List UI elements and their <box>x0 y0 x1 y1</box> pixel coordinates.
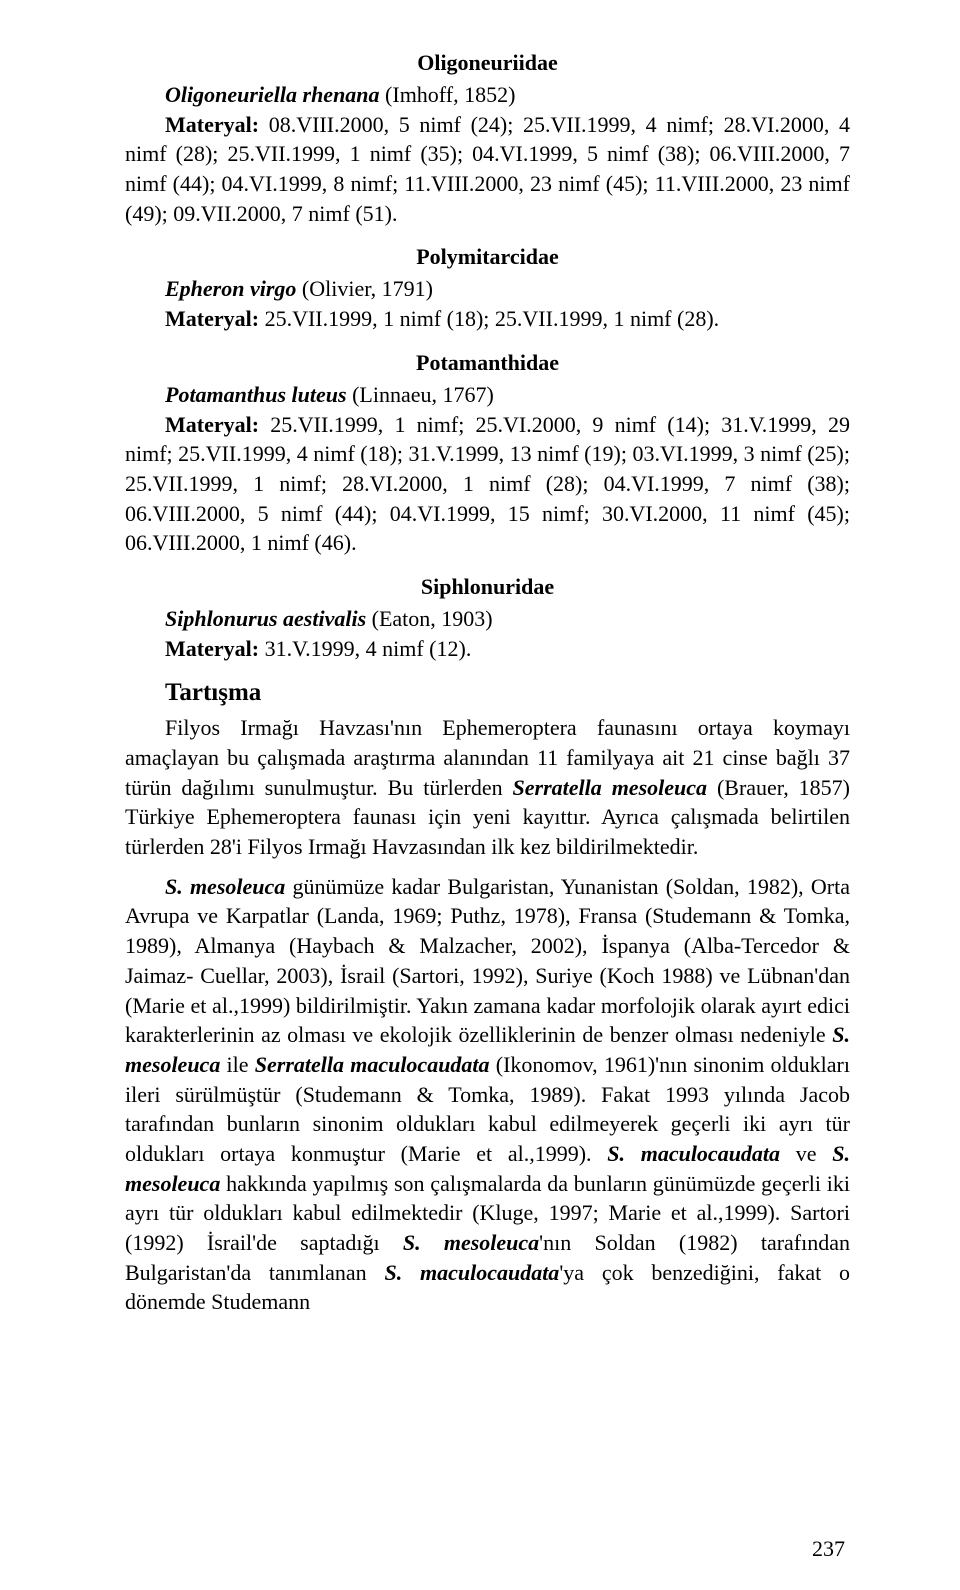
material-polymitarcidae: Materyal: 25.VII.1999, 1 nimf (18); 25.V… <box>125 304 850 334</box>
species-authority: (Imhoff, 1852) <box>385 82 515 107</box>
material-text: 31.V.1999, 4 nimf (12). <box>265 636 472 661</box>
family-heading-oligoneuriidae: Oligoneuriidae <box>125 50 850 76</box>
material-oligoneuriidae: Materyal: 08.VIII.2000, 5 nimf (24); 25.… <box>125 110 850 229</box>
material-potamanthidae: Materyal: 25.VII.1999, 1 nimf; 25.VI.200… <box>125 410 850 558</box>
discussion-para-1: Filyos Irmağı Havzası'nın Ephemeroptera … <box>125 713 850 861</box>
discussion-para-2: S. mesoleuca günümüze kadar Bulgaristan,… <box>125 872 850 1317</box>
species-inline: S. maculocaudata <box>607 1141 780 1166</box>
species-inline: S. mesoleuca <box>403 1230 539 1255</box>
page-number: 237 <box>812 1536 845 1562</box>
material-label: Materyal: <box>165 636 259 661</box>
material-label: Materyal: <box>165 306 259 331</box>
species-inline: S. maculocaudata <box>384 1260 559 1285</box>
species-name: Siphlonurus aestivalis <box>165 606 366 631</box>
species-name: Epheron virgo <box>165 276 296 301</box>
material-label: Materyal: <box>165 412 259 437</box>
species-inline: Serratella mesoleuca <box>513 775 707 800</box>
species-name: Oligoneuriella rhenana <box>165 82 380 107</box>
species-line-epheron: Epheron virgo (Olivier, 1791) <box>125 274 850 304</box>
page-container: Oligoneuriidae Oligoneuriella rhenana (I… <box>0 0 960 1590</box>
species-authority: (Olivier, 1791) <box>302 276 433 301</box>
text-fragment: ile <box>220 1052 254 1077</box>
text-fragment: ve <box>780 1141 832 1166</box>
species-authority: (Linnaeu, 1767) <box>352 382 494 407</box>
species-line-oligoneuriella: Oligoneuriella rhenana (Imhoff, 1852) <box>125 80 850 110</box>
material-text: 25.VII.1999, 1 nimf (18); 25.VII.1999, 1… <box>265 306 720 331</box>
text-fragment: günümüze kadar Bulgaristan, Yunanistan (… <box>125 874 850 1047</box>
species-inline: Serratella maculocaudata <box>255 1052 490 1077</box>
species-line-siphlonurus: Siphlonurus aestivalis (Eaton, 1903) <box>125 604 850 634</box>
species-line-potamanthus: Potamanthus luteus (Linnaeu, 1767) <box>125 380 850 410</box>
family-heading-siphlonuridae: Siphlonuridae <box>125 574 850 600</box>
section-heading-discussion: Tartışma <box>125 679 850 707</box>
family-heading-polymitarcidae: Polymitarcidae <box>125 244 850 270</box>
species-inline: S. mesoleuca <box>165 874 285 899</box>
material-label: Materyal: <box>165 112 259 137</box>
species-name: Potamanthus luteus <box>165 382 347 407</box>
material-siphlonuridae: Materyal: 31.V.1999, 4 nimf (12). <box>125 634 850 664</box>
family-heading-potamanthidae: Potamanthidae <box>125 350 850 376</box>
species-authority: (Eaton, 1903) <box>372 606 493 631</box>
